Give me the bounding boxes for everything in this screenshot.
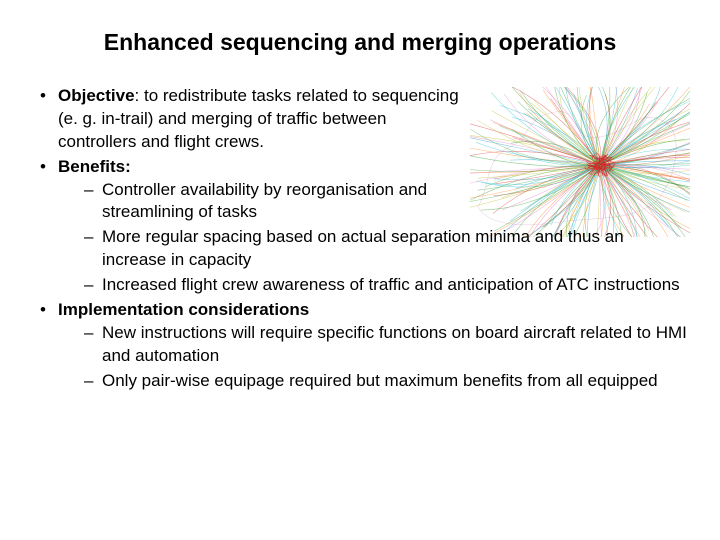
impl-item-2: Only pair-wise equipage required but max… xyxy=(80,370,690,393)
impl-sublist: New instructions will require specific f… xyxy=(58,322,690,393)
content-area: Objective: to redistribute tasks related… xyxy=(30,85,690,393)
benefits-label: Benefits: xyxy=(58,157,131,176)
benefit-item-1: Controller availability by reorganisatio… xyxy=(80,179,690,225)
benefit-item-3: Increased flight crew awareness of traff… xyxy=(80,274,690,297)
benefit-item-2: More regular spacing based on actual sep… xyxy=(80,226,690,272)
page-title: Enhanced sequencing and merging operatio… xyxy=(30,28,690,57)
bullet-list: Objective: to redistribute tasks related… xyxy=(30,85,690,393)
impl-item-1: New instructions will require specific f… xyxy=(80,322,690,368)
bullet-benefits: Benefits: Controller availability by reo… xyxy=(36,156,690,298)
bullet-implementation: Implementation considerations New instru… xyxy=(36,299,690,393)
benefits-sublist: Controller availability by reorganisatio… xyxy=(58,179,690,298)
bullet-objective: Objective: to redistribute tasks related… xyxy=(36,85,690,154)
objective-label: Objective xyxy=(58,86,135,105)
impl-label: Implementation considerations xyxy=(58,300,309,319)
